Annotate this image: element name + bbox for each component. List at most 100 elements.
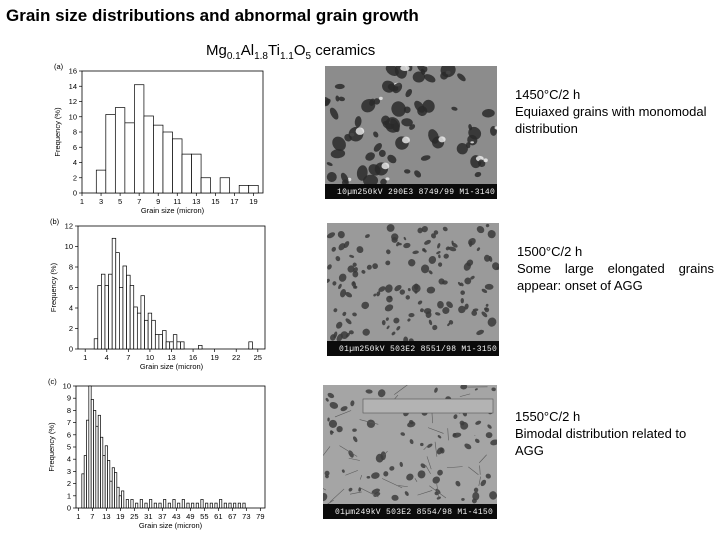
- micrograph-texture: [327, 223, 499, 341]
- histogram-bar: [169, 341, 174, 350]
- pore-mark: [417, 106, 428, 117]
- pore-mark: [485, 473, 491, 479]
- grain-boundary-mark: [478, 476, 481, 487]
- pore-mark: [481, 288, 488, 294]
- pore-mark: [405, 295, 410, 300]
- pore-mark: [433, 230, 439, 235]
- pore-mark: [476, 247, 481, 252]
- pore-mark: [485, 432, 493, 439]
- pore-mark: [387, 154, 397, 164]
- grain-boundary-mark: [447, 428, 449, 441]
- histogram-bar: [86, 419, 90, 509]
- grain-boundary-mark: [348, 457, 360, 461]
- pore-mark: [417, 300, 423, 305]
- pore-mark: [327, 392, 335, 399]
- slide-title: Grain size distributions and abnormal gr…: [6, 6, 419, 25]
- pore-mark: [442, 226, 448, 232]
- pore-mark: [424, 74, 436, 83]
- x-tick-label: 13: [192, 197, 200, 206]
- histogram-bar: [176, 341, 181, 350]
- pore-mark: [396, 241, 400, 247]
- histogram-bar: [163, 499, 167, 509]
- x-tick-label: 79: [256, 512, 264, 521]
- pore-mark: [352, 262, 357, 267]
- pore-mark: [408, 338, 414, 341]
- pore-mark: [336, 425, 343, 433]
- grain-boundary-mark: [349, 491, 362, 495]
- histogram-bar: [200, 177, 211, 194]
- bright-grain-mark: [401, 136, 411, 144]
- histogram-bar: [95, 169, 107, 194]
- pore-mark: [460, 290, 465, 295]
- histogram-bar: [214, 502, 218, 509]
- histogram-bar: [198, 345, 203, 350]
- histogram-bar: [172, 138, 183, 194]
- histogram-bar: [209, 502, 213, 509]
- pore-mark: [475, 438, 480, 444]
- pore-mark: [381, 319, 386, 326]
- x-tick-label: 1: [76, 512, 80, 521]
- grain-boundary-mark: [383, 450, 388, 456]
- pore-mark: [330, 334, 336, 341]
- pore-mark: [412, 250, 419, 255]
- pore-mark: [485, 303, 489, 307]
- pore-mark: [349, 254, 355, 258]
- pore-mark: [375, 453, 384, 463]
- y-tick-label: 12: [65, 222, 73, 231]
- y-tick-label: 7: [67, 418, 71, 427]
- pore-mark: [432, 476, 440, 484]
- histogram-bar: [135, 502, 139, 509]
- micrograph-info-bar: 01µm249kV 503E2 8554/98 M1-4150: [323, 504, 497, 519]
- pore-mark: [389, 295, 392, 299]
- bright-grain-mark: [494, 126, 497, 130]
- histogram-bar: [147, 312, 153, 350]
- pore-mark: [481, 311, 488, 318]
- pore-mark: [373, 143, 382, 152]
- pore-mark: [460, 385, 468, 390]
- grain-boundary-mark: [423, 444, 430, 451]
- pore-mark: [398, 242, 402, 246]
- pore-mark: [352, 281, 355, 285]
- panel-label: (c): [48, 377, 57, 386]
- bright-grain-mark: [400, 66, 410, 72]
- histogram-bar: [153, 502, 157, 509]
- histogram-bar: [162, 131, 173, 194]
- grain-boundary-mark: [334, 410, 352, 418]
- y-tick-label: 2: [67, 479, 71, 488]
- pore-mark: [324, 470, 330, 476]
- histogram-bar: [162, 330, 167, 350]
- pore-mark: [366, 476, 371, 479]
- pore-mark: [325, 96, 330, 107]
- x-tick-label: 37: [158, 512, 166, 521]
- bright-grain-mark: [379, 96, 383, 101]
- y-tick-label: 2: [69, 324, 73, 333]
- pore-mark: [376, 291, 381, 297]
- pore-mark: [437, 435, 442, 439]
- pore-mark: [335, 95, 340, 102]
- x-tick-label: 9: [156, 197, 160, 206]
- pore-mark: [396, 326, 401, 331]
- pore-mark: [403, 336, 409, 341]
- pore-mark: [440, 66, 456, 78]
- pore-mark: [392, 82, 403, 94]
- histogram-bar: [108, 273, 113, 350]
- pore-mark: [384, 304, 394, 312]
- pore-mark: [327, 232, 336, 239]
- pore-mark: [477, 159, 486, 168]
- x-tick-label: 4: [105, 353, 109, 362]
- grain-boundary-mark: [398, 485, 408, 487]
- histogram-bar: [233, 502, 237, 509]
- pore-mark: [361, 301, 370, 310]
- pore-mark: [331, 430, 334, 434]
- pore-mark: [361, 270, 366, 274]
- pore-mark: [472, 491, 480, 501]
- x-tick-label: 11: [173, 197, 181, 206]
- grain-boundary-mark: [479, 465, 481, 475]
- histogram-bar: [149, 499, 153, 509]
- pore-mark: [385, 260, 391, 266]
- x-tick-label: 16: [189, 353, 197, 362]
- histogram-bar: [172, 499, 176, 509]
- histogram-bar: [119, 287, 124, 350]
- pore-mark: [422, 247, 426, 252]
